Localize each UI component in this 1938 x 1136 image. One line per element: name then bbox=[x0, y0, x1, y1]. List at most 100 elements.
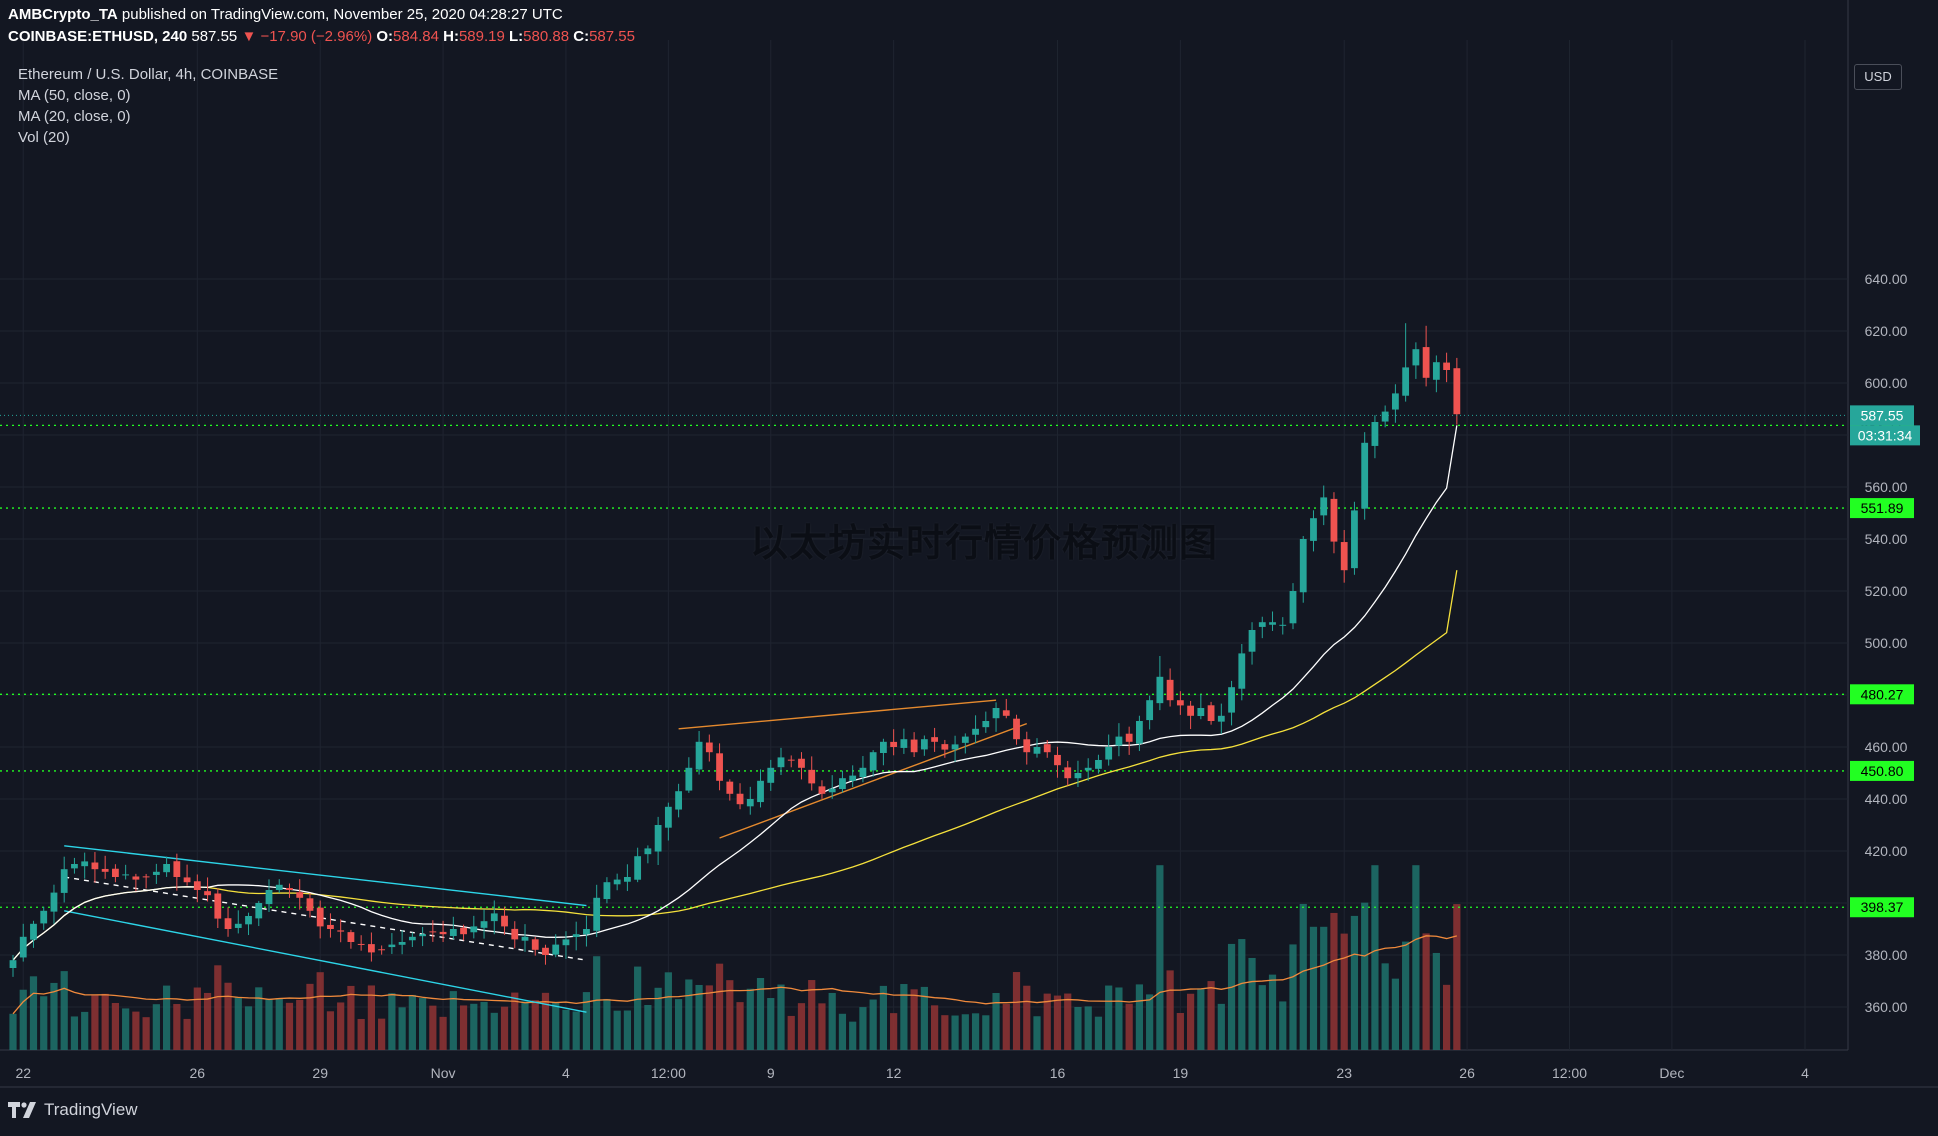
candle-body bbox=[828, 788, 836, 793]
candle-body bbox=[40, 910, 48, 924]
volume-bar bbox=[1156, 865, 1164, 1050]
candle-body bbox=[767, 767, 775, 783]
volume-bar bbox=[1094, 1016, 1103, 1050]
volume-bar bbox=[767, 998, 775, 1050]
volume-bar bbox=[675, 999, 683, 1050]
ma50-legend[interactable]: MA (50, close, 0) bbox=[18, 87, 131, 104]
candle bbox=[275, 879, 283, 893]
candle-body bbox=[1402, 367, 1410, 396]
candle-body bbox=[1146, 700, 1154, 721]
candle bbox=[1432, 355, 1440, 393]
volume-bar bbox=[275, 998, 283, 1050]
candle bbox=[81, 852, 89, 879]
candle-body bbox=[101, 868, 109, 872]
volume-bar bbox=[562, 1009, 570, 1050]
last-price-label-bg bbox=[1850, 405, 1914, 426]
candle-body bbox=[19, 936, 27, 958]
candle-body bbox=[552, 944, 560, 955]
candle bbox=[234, 910, 242, 934]
volume-bar bbox=[337, 1002, 345, 1050]
volume-legend[interactable]: Vol (20) bbox=[18, 129, 70, 146]
volume-bar bbox=[326, 1011, 335, 1050]
candle-body bbox=[152, 871, 160, 875]
candle bbox=[71, 857, 78, 874]
candle-body bbox=[501, 915, 508, 927]
candle bbox=[521, 924, 529, 952]
publisher-name[interactable]: AMBCrypto_TA bbox=[8, 6, 118, 23]
candle bbox=[40, 906, 48, 930]
wedge-upper bbox=[678, 699, 997, 730]
candle-body bbox=[695, 741, 703, 770]
candle bbox=[183, 864, 191, 886]
candle-body bbox=[777, 757, 785, 768]
published-text: published on TradingView.com, November 2… bbox=[121, 6, 563, 23]
volume-bar bbox=[572, 1011, 580, 1050]
level-label-bg bbox=[1850, 684, 1914, 705]
candle bbox=[1453, 357, 1461, 425]
volume-bar bbox=[132, 1011, 140, 1050]
candle bbox=[675, 783, 682, 818]
currency-button[interactable]: USD bbox=[1854, 64, 1902, 90]
candle-body bbox=[1054, 754, 1061, 766]
candle bbox=[695, 730, 703, 775]
candle bbox=[951, 735, 959, 762]
volume-bar bbox=[1422, 933, 1430, 1050]
candle bbox=[1392, 384, 1399, 423]
volume-bar bbox=[1391, 978, 1399, 1050]
volume-bar bbox=[449, 991, 457, 1050]
candle bbox=[1146, 695, 1154, 730]
y-tick-label: 540.00 bbox=[1865, 531, 1908, 547]
volume-bar bbox=[40, 996, 48, 1050]
candle-body bbox=[449, 929, 457, 937]
volume-bar bbox=[234, 997, 242, 1050]
candle bbox=[470, 915, 478, 939]
candle-body bbox=[1207, 705, 1215, 721]
candle bbox=[173, 853, 181, 891]
volume-bar bbox=[1023, 985, 1031, 1050]
y-tick-label: 520.00 bbox=[1865, 583, 1908, 599]
candle-body bbox=[542, 947, 549, 955]
volume-bar bbox=[490, 1012, 498, 1050]
ma20-legend[interactable]: MA (20, close, 0) bbox=[18, 108, 131, 125]
volume-bar bbox=[1279, 1001, 1287, 1050]
volume-bar bbox=[244, 1006, 253, 1050]
volume-bar bbox=[152, 1004, 160, 1050]
watermark-text: 以太坊实时行情价格预测图 bbox=[750, 523, 1219, 565]
candle bbox=[419, 926, 426, 947]
candle-body bbox=[296, 892, 304, 898]
y-tick-label: 500.00 bbox=[1865, 635, 1908, 651]
level-label: 480.27 bbox=[1861, 686, 1904, 702]
volume-bar bbox=[1412, 865, 1420, 1050]
volume-bar bbox=[890, 1013, 898, 1050]
candle-body bbox=[1238, 653, 1246, 689]
candle-body bbox=[1105, 747, 1113, 760]
candle-body bbox=[1013, 718, 1020, 740]
candle-body bbox=[562, 939, 570, 946]
volume-bar bbox=[634, 966, 642, 1050]
candle-body bbox=[1064, 767, 1072, 779]
candle-body bbox=[664, 806, 672, 828]
y-tick-label: 360.00 bbox=[1865, 999, 1908, 1015]
candle bbox=[1197, 694, 1205, 720]
candle-body bbox=[531, 939, 539, 950]
volume-bar bbox=[910, 989, 918, 1050]
volume-bar bbox=[1033, 1016, 1041, 1050]
candle bbox=[1238, 643, 1246, 701]
candle bbox=[101, 855, 109, 879]
volume-bar bbox=[378, 1018, 386, 1050]
candle-body bbox=[275, 884, 283, 891]
candle-body bbox=[941, 744, 949, 750]
volume-bar bbox=[1227, 943, 1236, 1050]
y-tick-label: 600.00 bbox=[1865, 375, 1908, 391]
volume-bar bbox=[163, 985, 171, 1050]
x-tick-label: 23 bbox=[1336, 1065, 1352, 1081]
candle bbox=[1443, 352, 1450, 383]
candle-body bbox=[1166, 679, 1174, 701]
candle bbox=[624, 864, 631, 892]
candle-body bbox=[1136, 721, 1143, 744]
candle bbox=[306, 893, 314, 918]
tradingview-logo[interactable]: TradingView bbox=[8, 1100, 138, 1120]
low-label: L: bbox=[509, 28, 524, 45]
candle bbox=[1269, 611, 1276, 631]
